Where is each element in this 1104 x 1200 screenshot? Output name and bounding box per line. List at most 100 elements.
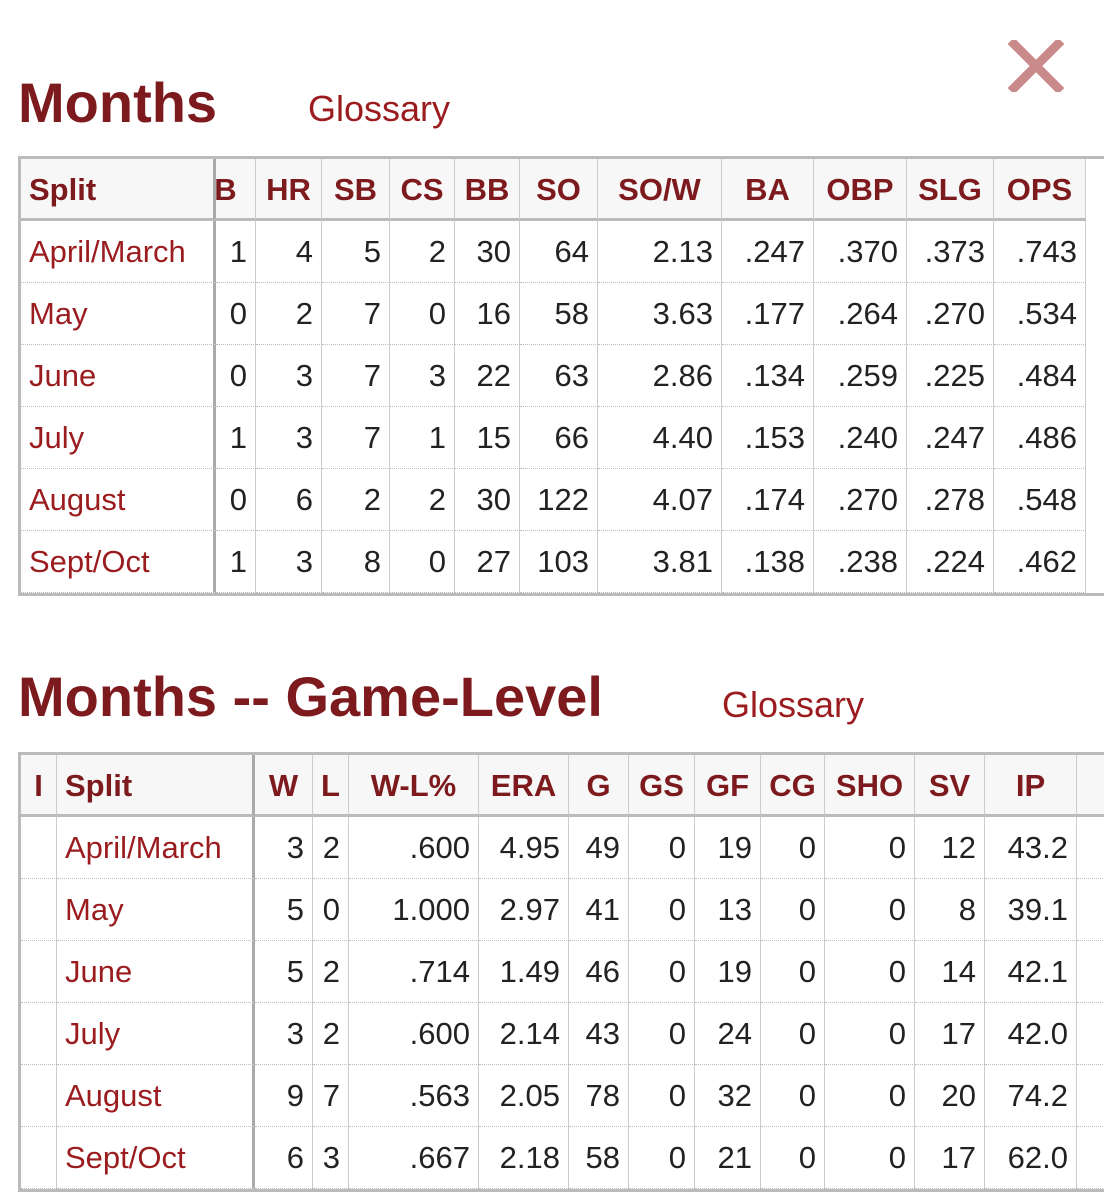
glossary-link[interactable]: Glossary — [722, 684, 865, 725]
cell-text: 19 — [717, 830, 752, 865]
table-cell: 22 — [455, 345, 520, 407]
table-cell: 16 — [455, 283, 520, 345]
cell-text: Split — [65, 768, 133, 803]
row-label[interactable]: August — [21, 469, 216, 531]
table-cell: 0 — [629, 1127, 695, 1189]
row-label[interactable]: August — [57, 1065, 255, 1127]
cell-text: 17 — [941, 1016, 976, 1051]
row-label[interactable]: Sept/Oct — [57, 1127, 255, 1189]
table-cell: .548 — [994, 469, 1086, 531]
cell-text: 0 — [229, 358, 247, 393]
cell-text: 0 — [888, 1016, 906, 1051]
table-cell: .600 — [349, 817, 479, 879]
table-cell: 2 — [390, 469, 455, 531]
table-cell — [21, 941, 57, 1003]
column-header: CS — [390, 159, 455, 221]
table-cell: 14 — [915, 941, 985, 1003]
column-header: L — [313, 755, 349, 817]
table-cell: 0 — [761, 879, 825, 941]
table-cell: 7 — [322, 407, 390, 469]
cell-text: IP — [1015, 768, 1046, 803]
table-cell: .138 — [722, 531, 814, 593]
row-label[interactable]: June — [21, 345, 216, 407]
table-cell: .462 — [994, 531, 1086, 593]
table-cell: 2.18 — [479, 1127, 569, 1189]
cell-text: 0 — [668, 830, 686, 865]
table-cell: .370 — [814, 221, 907, 283]
cell-text: 3.81 — [652, 544, 713, 579]
close-button[interactable] — [1008, 40, 1064, 92]
cell-text: 0 — [888, 1140, 906, 1175]
cell-text: 8 — [363, 544, 381, 579]
row-label[interactable]: July — [57, 1003, 255, 1065]
cell-text: 2 — [322, 1016, 340, 1051]
cell-text: 0 — [229, 482, 247, 517]
cell-text: 5 — [286, 954, 304, 989]
table-cell: .134 — [722, 345, 814, 407]
row-label[interactable]: July — [21, 407, 216, 469]
row-label[interactable]: June — [57, 941, 255, 1003]
table-cell: 0 — [825, 941, 915, 1003]
table-cell: 2.86 — [598, 345, 722, 407]
cell-text: 0 — [888, 954, 906, 989]
cell-text: 63 — [554, 358, 589, 393]
cell-text: .264 — [837, 296, 898, 331]
table-cell: 0 — [629, 817, 695, 879]
column-header: BA — [722, 159, 814, 221]
cell-text: 78 — [585, 1078, 620, 1113]
cell-text: W — [268, 768, 299, 803]
table-cell — [1077, 941, 1104, 1003]
table-cell: .247 — [722, 221, 814, 283]
table-cell: 4.95 — [479, 817, 569, 879]
cell-text: .259 — [837, 358, 898, 393]
table-cell: 15 — [455, 407, 520, 469]
row-label[interactable]: April/March — [57, 817, 255, 879]
row-label[interactable]: Sept/Oct — [21, 531, 216, 593]
cell-text: 30 — [476, 234, 511, 269]
column-header: W — [255, 755, 313, 817]
table-cell: 2 — [390, 221, 455, 283]
cell-text: HR — [266, 172, 311, 207]
table-cell: .264 — [814, 283, 907, 345]
cell-text: 32 — [717, 1078, 752, 1113]
column-header — [1077, 755, 1104, 817]
table-cell: 3 — [255, 817, 313, 879]
glossary-link[interactable]: Glossary — [308, 88, 451, 129]
table-cell: 0 — [390, 531, 455, 593]
table-cell: 74.2 — [985, 1065, 1077, 1127]
row-label[interactable]: April/March — [21, 221, 216, 283]
table-cell: 4.40 — [598, 407, 722, 469]
cell-text: May — [29, 296, 88, 331]
cell-text: 1.000 — [392, 892, 470, 927]
table-cell: 78 — [569, 1065, 629, 1127]
cell-text: 2 — [322, 830, 340, 865]
table-cell: 3 — [313, 1127, 349, 1189]
cell-text: SB — [333, 172, 378, 207]
cell-text: 3 — [295, 420, 313, 455]
table-cell: 1 — [216, 221, 256, 283]
table-cell: .563 — [349, 1065, 479, 1127]
table-cell: 3 — [255, 1003, 313, 1065]
cell-text: 3 — [295, 544, 313, 579]
column-header: I — [21, 755, 57, 817]
cell-text: June — [29, 358, 97, 393]
cell-text: 0 — [668, 1016, 686, 1051]
cell-text: 24 — [717, 1016, 752, 1051]
row-label[interactable]: May — [57, 879, 255, 941]
table-cell: 58 — [520, 283, 598, 345]
cell-text: August — [65, 1078, 162, 1113]
table-cell: 49 — [569, 817, 629, 879]
table-cell — [21, 879, 57, 941]
cell-text: 0 — [322, 892, 340, 927]
column-header: BB — [455, 159, 520, 221]
table-cell: 27 — [455, 531, 520, 593]
cell-text: 2.13 — [652, 234, 713, 269]
column-header: HR — [256, 159, 322, 221]
table-cell: 30 — [455, 221, 520, 283]
table-cell: 0 — [629, 1003, 695, 1065]
table-cell: 0 — [313, 879, 349, 941]
table-cell: 7 — [313, 1065, 349, 1127]
cell-text: 4.07 — [652, 482, 713, 517]
row-label[interactable]: May — [21, 283, 216, 345]
cell-text: .247 — [744, 234, 805, 269]
